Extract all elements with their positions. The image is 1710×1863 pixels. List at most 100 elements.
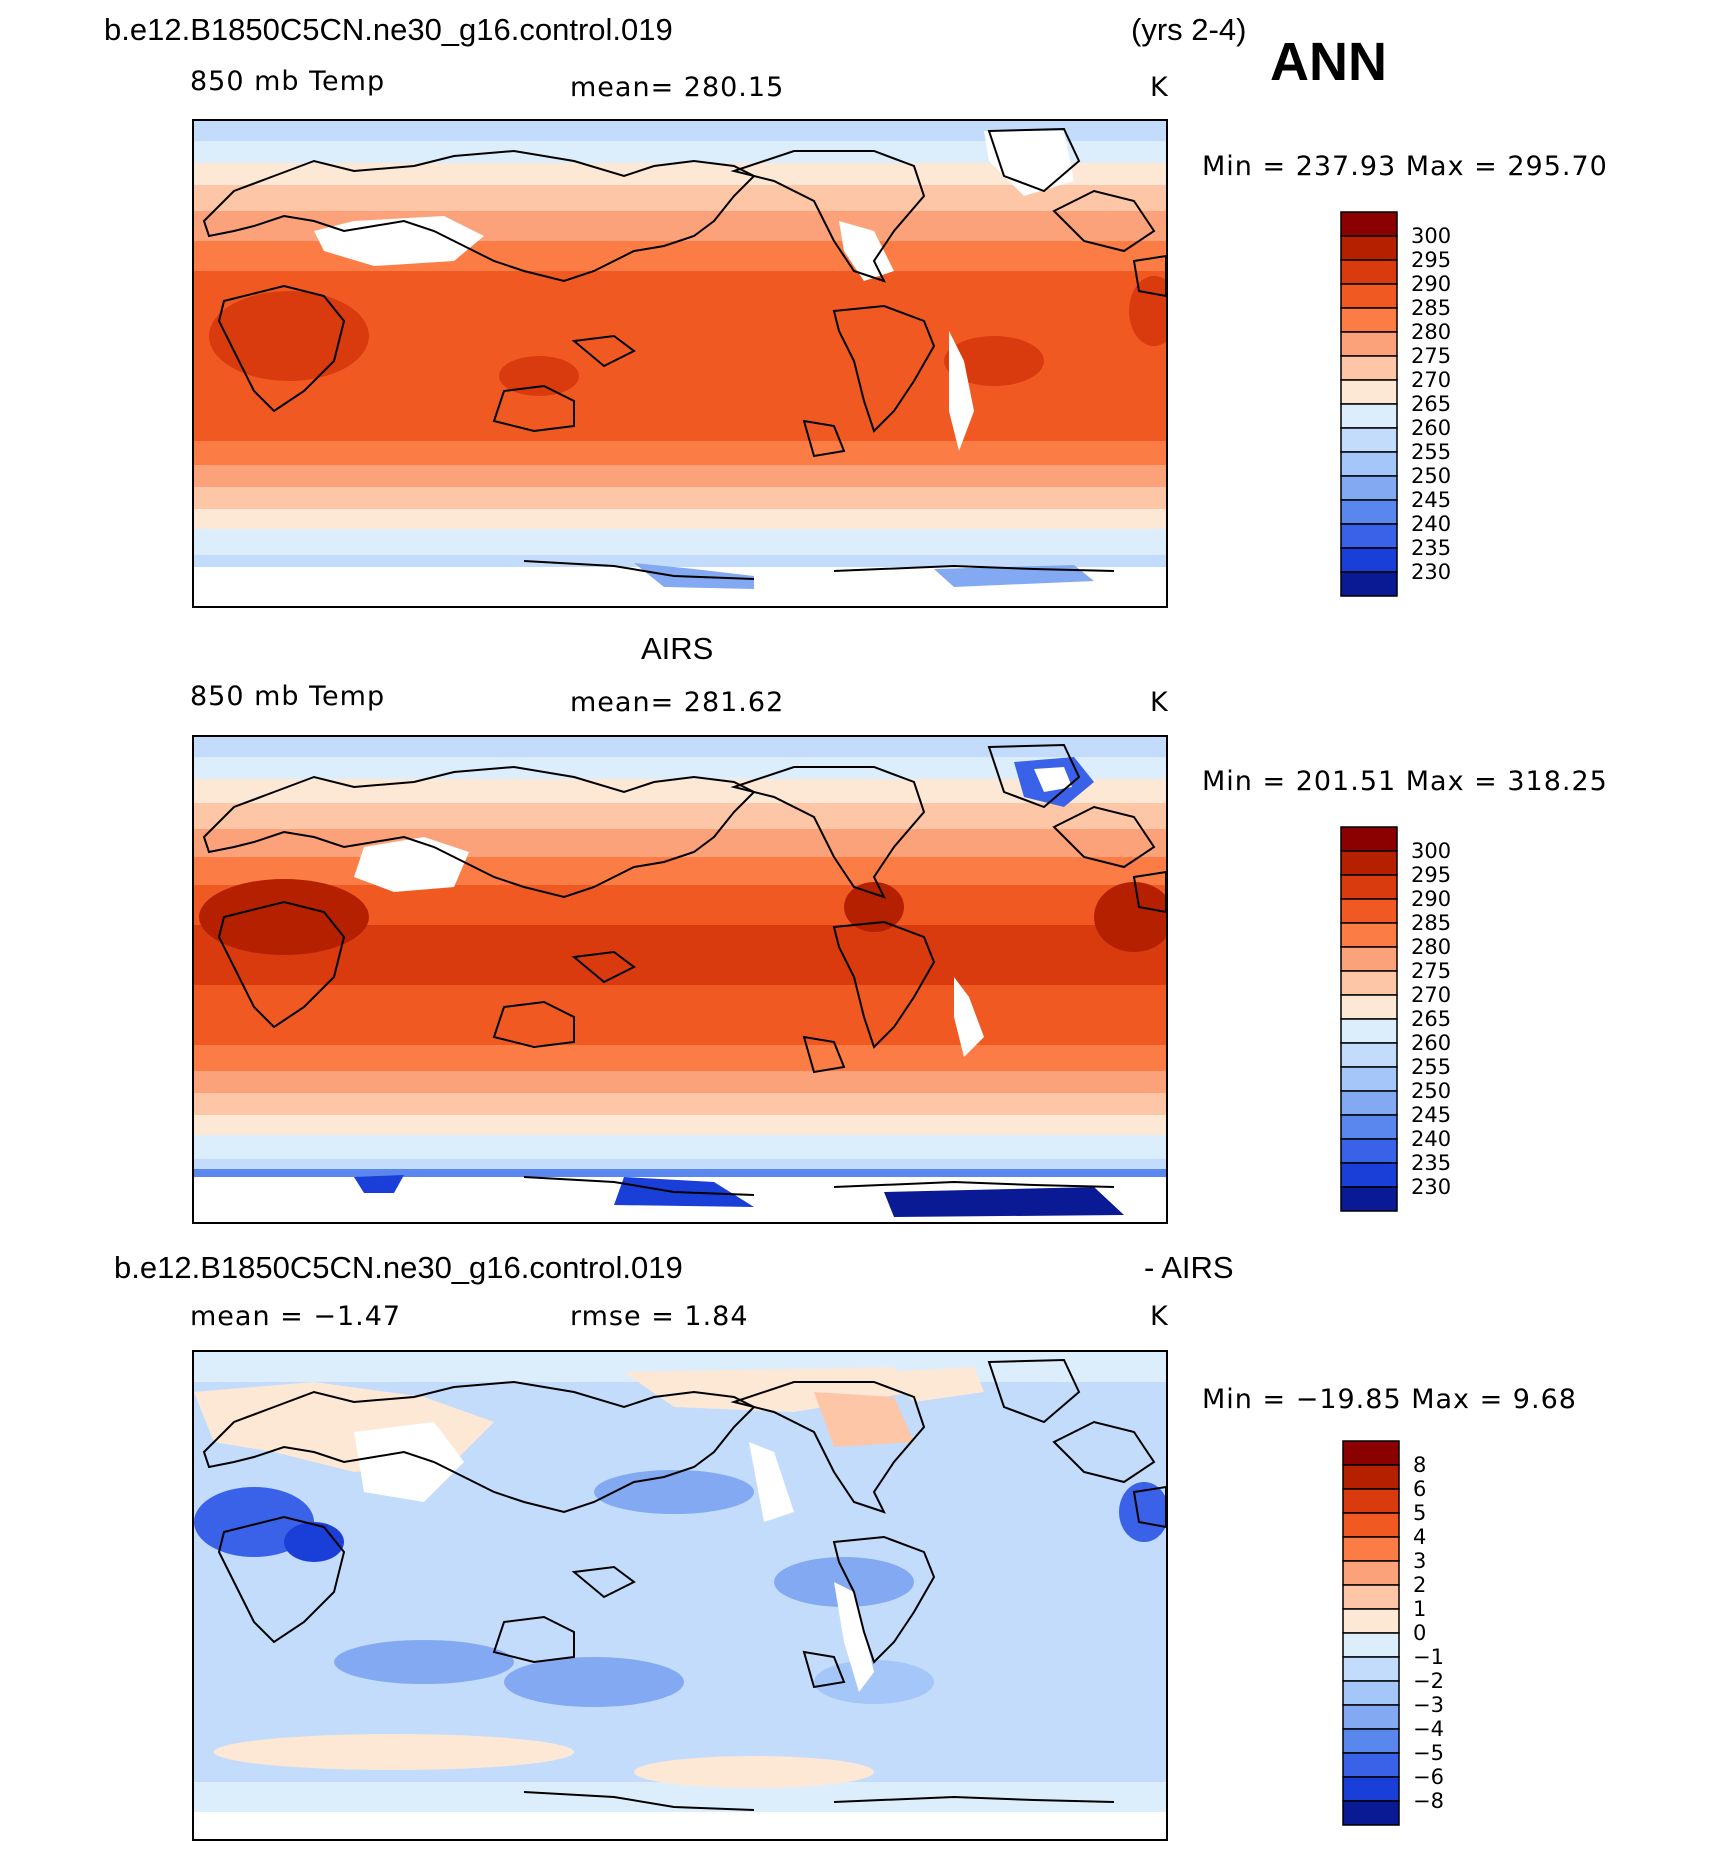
colorbar-box [1340,994,1398,1020]
colorbar-label: 1 [1413,1597,1426,1621]
colorbar-box [1340,1090,1398,1116]
colorbar-box [1340,1162,1398,1188]
colorbar-label: 270 [1411,368,1451,392]
colorbar-label: 260 [1411,1031,1451,1055]
colorbar-box [1342,1800,1400,1826]
colorbar-label: −8 [1413,1789,1444,1813]
colorbar-label: 240 [1411,512,1451,536]
colorbar-label: −2 [1413,1669,1444,1693]
colorbar-label: 4 [1413,1525,1426,1549]
panel1-map [192,119,1168,608]
colorbar-label: 6 [1413,1477,1426,1501]
colorbar-label: 275 [1411,959,1451,983]
colorbar-box [1340,826,1398,852]
colorbar-box [1340,1018,1398,1044]
colorbar-box [1340,379,1398,405]
colorbar-box [1340,451,1398,477]
colorbar-box [1340,874,1398,900]
panel3-units: K [1150,1301,1169,1332]
colorbar-box [1340,523,1398,549]
colorbar-box [1340,1186,1398,1212]
colorbar-label: 245 [1411,1103,1451,1127]
colorbar-box [1342,1776,1400,1802]
colorbar-label: 260 [1411,416,1451,440]
colorbar-box [1340,403,1398,429]
colorbar-box [1342,1608,1400,1634]
colorbar-box [1342,1680,1400,1706]
colorbar-box [1340,547,1398,573]
colorbar-box [1342,1440,1400,1466]
colorbar-box [1342,1560,1400,1586]
panel1-mean: mean= 280.15 [570,72,785,103]
panel2-colorbar: 300 295 290 285 280 275 270 265 260 255 250 245 240 2… [1340,826,1511,1217]
panel3-minmax: Min = −19.85 Max = 9.68 [1202,1384,1577,1415]
colorbar-box [1340,1138,1398,1164]
colorbar-label: 290 [1411,887,1451,911]
colorbar-box [1340,427,1398,453]
colorbar-label: 280 [1411,320,1451,344]
case-title: b.e12.B1850C5CN.ne30_g16.control.019 [104,12,673,47]
panel2-mean: mean= 281.62 [570,687,785,718]
colorbar-label: 250 [1411,1079,1451,1103]
colorbar-label: 285 [1411,911,1451,935]
colorbar-label: −3 [1413,1693,1444,1717]
colorbar-label: 295 [1411,863,1451,887]
colorbar-label: 230 [1411,560,1451,584]
colorbar-label: 3 [1413,1549,1426,1573]
panel2-title: AIRS [641,631,714,666]
colorbar-label: 300 [1411,839,1451,863]
colorbar-label: −4 [1413,1717,1444,1741]
panel2-map [192,735,1168,1224]
colorbar-box [1342,1536,1400,1562]
colorbar-label: 240 [1411,1127,1451,1151]
colorbar-label: 270 [1411,983,1451,1007]
colorbar-label: 265 [1411,392,1451,416]
colorbar-box [1342,1752,1400,1778]
panel3-mean: mean = −1.47 [190,1301,402,1332]
colorbar-label: 255 [1411,1055,1451,1079]
colorbar-label: 245 [1411,488,1451,512]
panel2-units: K [1150,687,1169,718]
colorbar-box [1340,211,1398,237]
colorbar-box [1340,898,1398,924]
colorbar-box [1340,355,1398,381]
colorbar-box [1340,283,1398,309]
colorbar-label: −1 [1413,1645,1444,1669]
panel1-field [194,121,1166,606]
colorbar-label: 2 [1413,1573,1426,1597]
panel3-field [194,1352,1166,1839]
colorbar-box [1340,1114,1398,1140]
colorbar-label: 8 [1413,1453,1426,1477]
colorbar-box [1340,235,1398,261]
panel3-title: b.e12.B1850C5CN.ne30_g16.control.019 [114,1250,683,1285]
panel3-map [192,1350,1168,1841]
colorbar-label: 255 [1411,440,1451,464]
colorbar-label: 235 [1411,536,1451,560]
colorbar-label: −6 [1413,1765,1444,1789]
panel3-title-right: - AIRS [1144,1250,1234,1285]
colorbar-box [1340,1066,1398,1092]
colorbar-box [1340,571,1398,597]
panel1-units: K [1150,72,1169,103]
colorbar-box [1342,1728,1400,1754]
colorbar-label: 290 [1411,272,1451,296]
colorbar-box [1340,922,1398,948]
colorbar-box [1340,499,1398,525]
colorbar-box [1340,850,1398,876]
panel3-rmse: rmse = 1.84 [570,1301,749,1332]
panel2-minmax: Min = 201.51 Max = 318.25 [1202,766,1608,797]
colorbar-label: 0 [1413,1621,1426,1645]
colorbar-label: −5 [1413,1741,1444,1765]
panel2-colorbar-svg: 3002952902852802752702652602552502452402… [1340,826,1451,1212]
panel2-field [194,737,1166,1222]
panel3-colorbar: 8 6 5 4 3 2 1 0 −1 −2 −3 −4 −5 −6 −8 [1342,1440,1513,1831]
colorbar-label: 250 [1411,464,1451,488]
colorbar-label: 235 [1411,1151,1451,1175]
colorbar-box [1340,970,1398,996]
colorbar-label: 265 [1411,1007,1451,1031]
colorbar-box [1340,475,1398,501]
panel1-colorbar: 300 295 290 285 280 275 270 265 260 255 250 245 240 2… [1340,211,1511,602]
colorbar-label: 295 [1411,248,1451,272]
